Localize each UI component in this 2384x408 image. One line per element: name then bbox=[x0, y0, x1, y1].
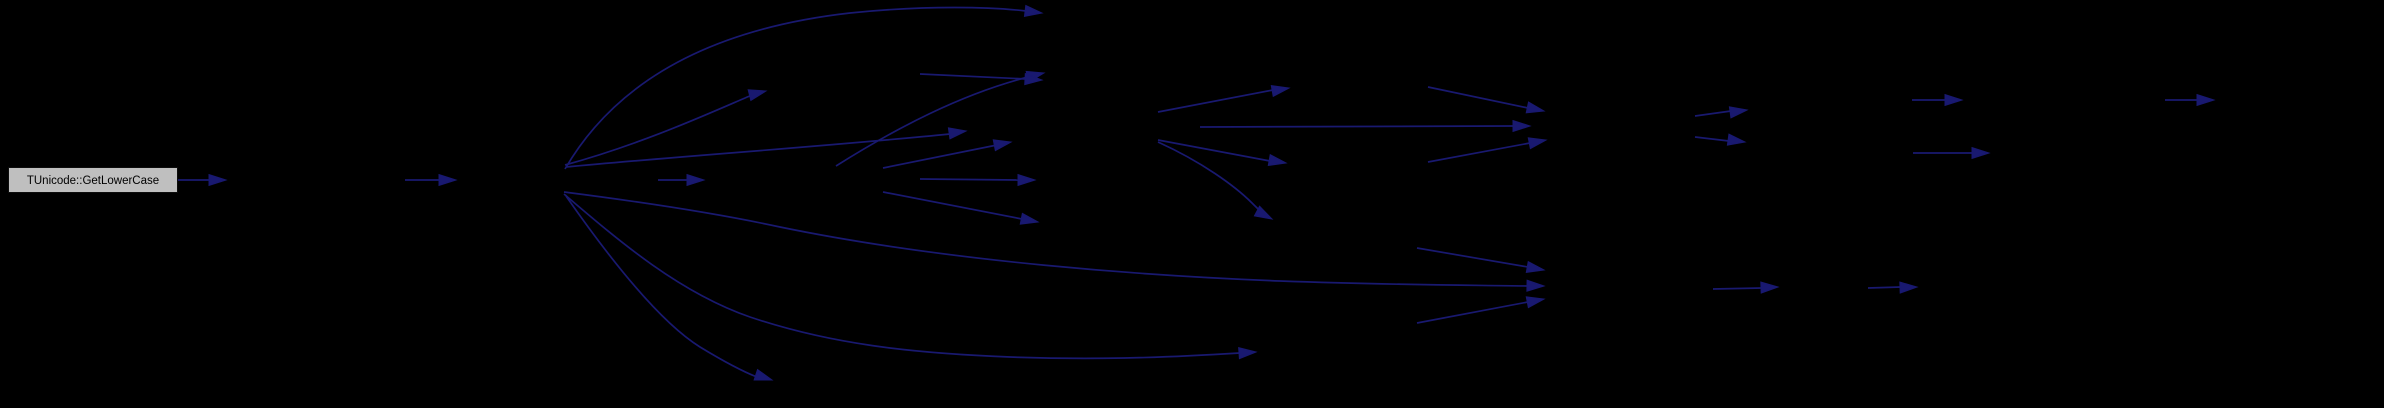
top-chain-arrow-2-arrowhead bbox=[2196, 93, 2216, 107]
bottom-chain-arrow-2-arrowhead bbox=[1899, 281, 1919, 294]
root-to-rank2-arrowhead bbox=[208, 173, 228, 187]
short-horizontal-mid-arrowhead bbox=[686, 173, 706, 187]
rank2-to-rank3-arrowhead bbox=[438, 173, 458, 187]
hub-riser-shallow-arrowhead bbox=[947, 127, 968, 140]
fall-into-rank7-arrowhead bbox=[1527, 137, 1548, 150]
long-shallow-descender-edge bbox=[563, 191, 1529, 287]
mid-riser-edge bbox=[882, 144, 998, 169]
converge-lower-down-edge bbox=[1416, 301, 1529, 324]
fan6-down-arrowhead bbox=[1267, 153, 1288, 167]
mid-riser-arrowhead bbox=[992, 139, 1013, 152]
mid-horizontal-upper-arrowhead bbox=[1024, 72, 1044, 86]
mid-chain-arrow-arrowhead bbox=[1971, 146, 1991, 160]
steep-descender-arrowhead bbox=[753, 368, 774, 381]
top-chain-arrow-1-arrowhead bbox=[1944, 93, 1964, 107]
graph-node-root-label: TUnicode::GetLowerCase bbox=[26, 175, 160, 187]
hub-riser-shallow-edge bbox=[565, 133, 951, 168]
converge-lower-up-edge bbox=[1416, 247, 1529, 268]
mid-steep-curve-edge bbox=[835, 76, 1029, 167]
graph-node-root[interactable]: TUnicode::GetLowerCase bbox=[8, 167, 178, 193]
fan6-curve-down-arrowhead bbox=[1253, 205, 1274, 220]
hub-riser-upper-edge bbox=[564, 94, 753, 166]
converge-lower-up-arrowhead bbox=[1525, 260, 1546, 274]
rank7-fan-up-edge bbox=[1694, 110, 1732, 117]
long-horizontal-mid-edge bbox=[919, 178, 1020, 181]
long-medium-descender-arrowhead bbox=[1238, 347, 1258, 360]
fan6-curve-down-edge bbox=[1157, 141, 1267, 217]
fan6-up-arrowhead bbox=[1270, 84, 1291, 98]
fan6-horizontal-arrowhead bbox=[1512, 119, 1532, 133]
long-shallow-descender-arrowhead bbox=[1526, 279, 1546, 292]
fan6-horizontal-edge bbox=[1199, 125, 1515, 128]
rank7-fan-down-edge bbox=[1694, 136, 1730, 142]
hub-riser-upper-arrowhead bbox=[747, 89, 768, 102]
hub-arc-top-edge bbox=[564, 6, 1027, 170]
converge-lower-down-arrowhead bbox=[1525, 296, 1546, 309]
steep-descender-edge bbox=[565, 195, 758, 378]
fan6-down-edge bbox=[1157, 139, 1271, 162]
rank7-fan-down-arrowhead bbox=[1726, 133, 1747, 146]
mid-descender-edge bbox=[882, 191, 1023, 220]
mid-horizontal-upper-edge bbox=[919, 73, 1027, 80]
hub-arc-top-arrowhead bbox=[1023, 4, 1044, 18]
fall-into-rank7-edge bbox=[1427, 142, 1531, 163]
long-horizontal-mid-arrowhead bbox=[1017, 173, 1037, 187]
bottom-chain-arrow-1-edge bbox=[1712, 287, 1763, 290]
rise-into-rank7-arrowhead bbox=[1525, 101, 1546, 114]
long-medium-descender-edge bbox=[563, 193, 1241, 360]
rise-into-rank7-edge bbox=[1427, 86, 1529, 109]
bottom-chain-arrow-2-edge bbox=[1867, 286, 1902, 289]
fan6-up-edge bbox=[1157, 89, 1274, 113]
mid-descender-arrowhead bbox=[1019, 212, 1040, 225]
bottom-chain-arrow-1-arrowhead bbox=[1760, 281, 1780, 294]
rank7-fan-up-arrowhead bbox=[1728, 106, 1749, 119]
